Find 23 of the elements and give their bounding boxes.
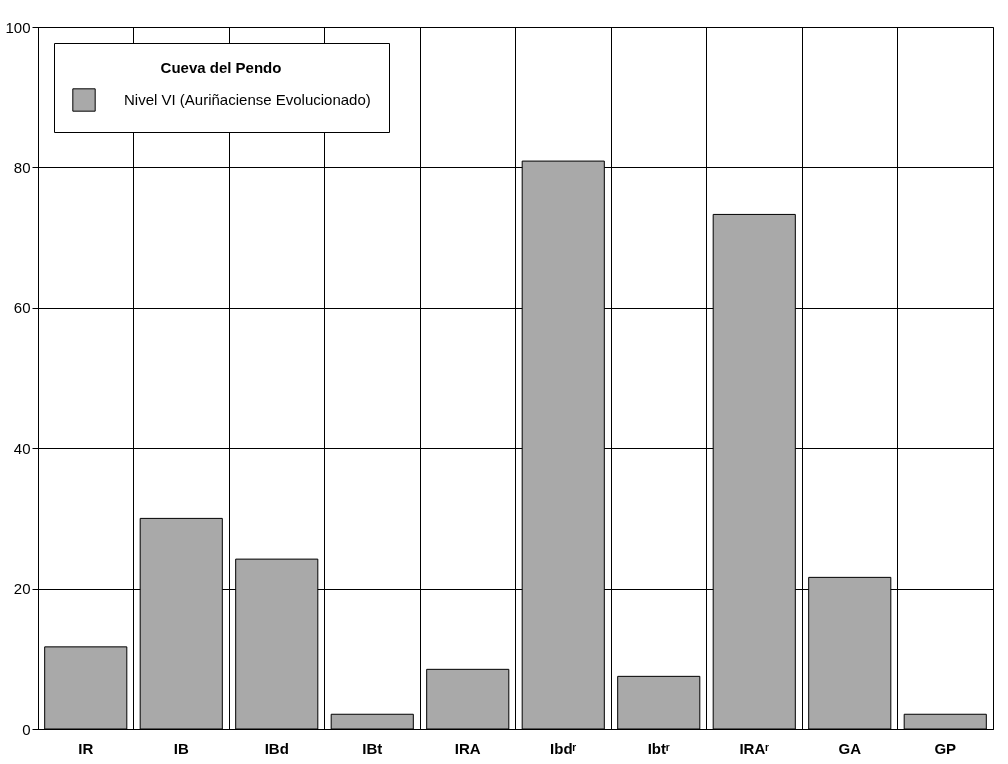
x-tick-label: IB xyxy=(173,739,189,757)
x-tick-label: IRA xyxy=(454,739,481,757)
x-tick-label: IRAʳ xyxy=(739,739,770,757)
x-tick-label: Ibdʳ xyxy=(550,739,577,757)
y-tick-label: 20 xyxy=(13,580,31,598)
legend-title: Cueva del Pendo xyxy=(160,59,282,76)
x-tick-label: IBt xyxy=(362,739,383,757)
y-tick-label: 80 xyxy=(13,158,31,176)
y-tick-label: 0 xyxy=(22,720,31,738)
x-tick-label: GP xyxy=(934,739,957,757)
bar xyxy=(617,675,701,730)
x-tick-label: GA xyxy=(838,739,862,757)
y-tick-label: 100 xyxy=(5,18,31,36)
bar xyxy=(44,646,128,730)
x-tick-label: IBd xyxy=(264,739,289,757)
bar xyxy=(903,713,987,730)
legend-label: Nivel VI (Auriñaciense Evolucionado) xyxy=(124,91,371,108)
y-tick-label: 60 xyxy=(13,299,31,317)
x-tick-label: IR xyxy=(78,739,94,757)
x-tick-label: Ibtʳ xyxy=(647,739,671,757)
bar xyxy=(426,668,510,730)
y-tick-label: 40 xyxy=(13,439,31,457)
bar xyxy=(330,713,414,730)
